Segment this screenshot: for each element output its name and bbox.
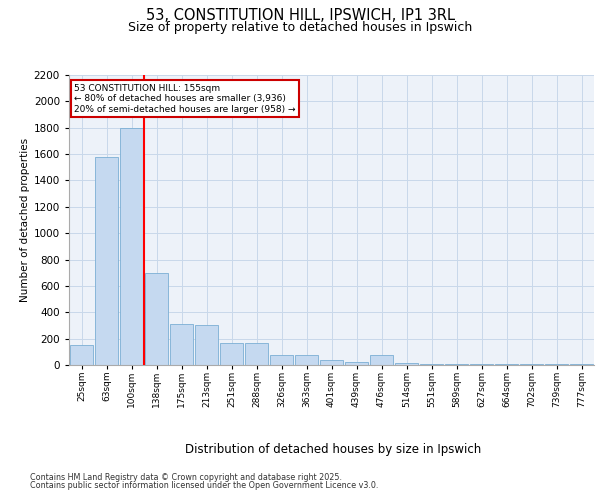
Text: Contains HM Land Registry data © Crown copyright and database right 2025.: Contains HM Land Registry data © Crown c… [30, 472, 342, 482]
Bar [170, 324, 193, 365]
Bar [220, 343, 244, 365]
Bar [145, 272, 169, 365]
Text: Contains public sector information licensed under the Open Government Licence v3: Contains public sector information licen… [30, 481, 379, 490]
Bar [395, 363, 418, 365]
Y-axis label: Number of detached properties: Number of detached properties [20, 138, 29, 302]
Text: 53 CONSTITUTION HILL: 155sqm
← 80% of detached houses are smaller (3,936)
20% of: 53 CONSTITUTION HILL: 155sqm ← 80% of de… [74, 84, 296, 114]
Bar [494, 364, 518, 365]
Bar [194, 325, 218, 365]
Bar [70, 344, 94, 365]
Bar [419, 364, 443, 365]
Text: 53, CONSTITUTION HILL, IPSWICH, IP1 3RL: 53, CONSTITUTION HILL, IPSWICH, IP1 3RL [146, 8, 455, 24]
Bar [269, 355, 293, 365]
Bar [445, 364, 469, 365]
Bar [320, 360, 343, 365]
Bar [344, 362, 368, 365]
Bar [569, 364, 593, 365]
Bar [545, 364, 568, 365]
Text: Size of property relative to detached houses in Ipswich: Size of property relative to detached ho… [128, 21, 472, 34]
Text: Distribution of detached houses by size in Ipswich: Distribution of detached houses by size … [185, 442, 481, 456]
Bar [470, 364, 493, 365]
Bar [95, 158, 118, 365]
Bar [295, 355, 319, 365]
Bar [245, 343, 268, 365]
Bar [119, 128, 143, 365]
Bar [370, 355, 394, 365]
Bar [520, 364, 544, 365]
